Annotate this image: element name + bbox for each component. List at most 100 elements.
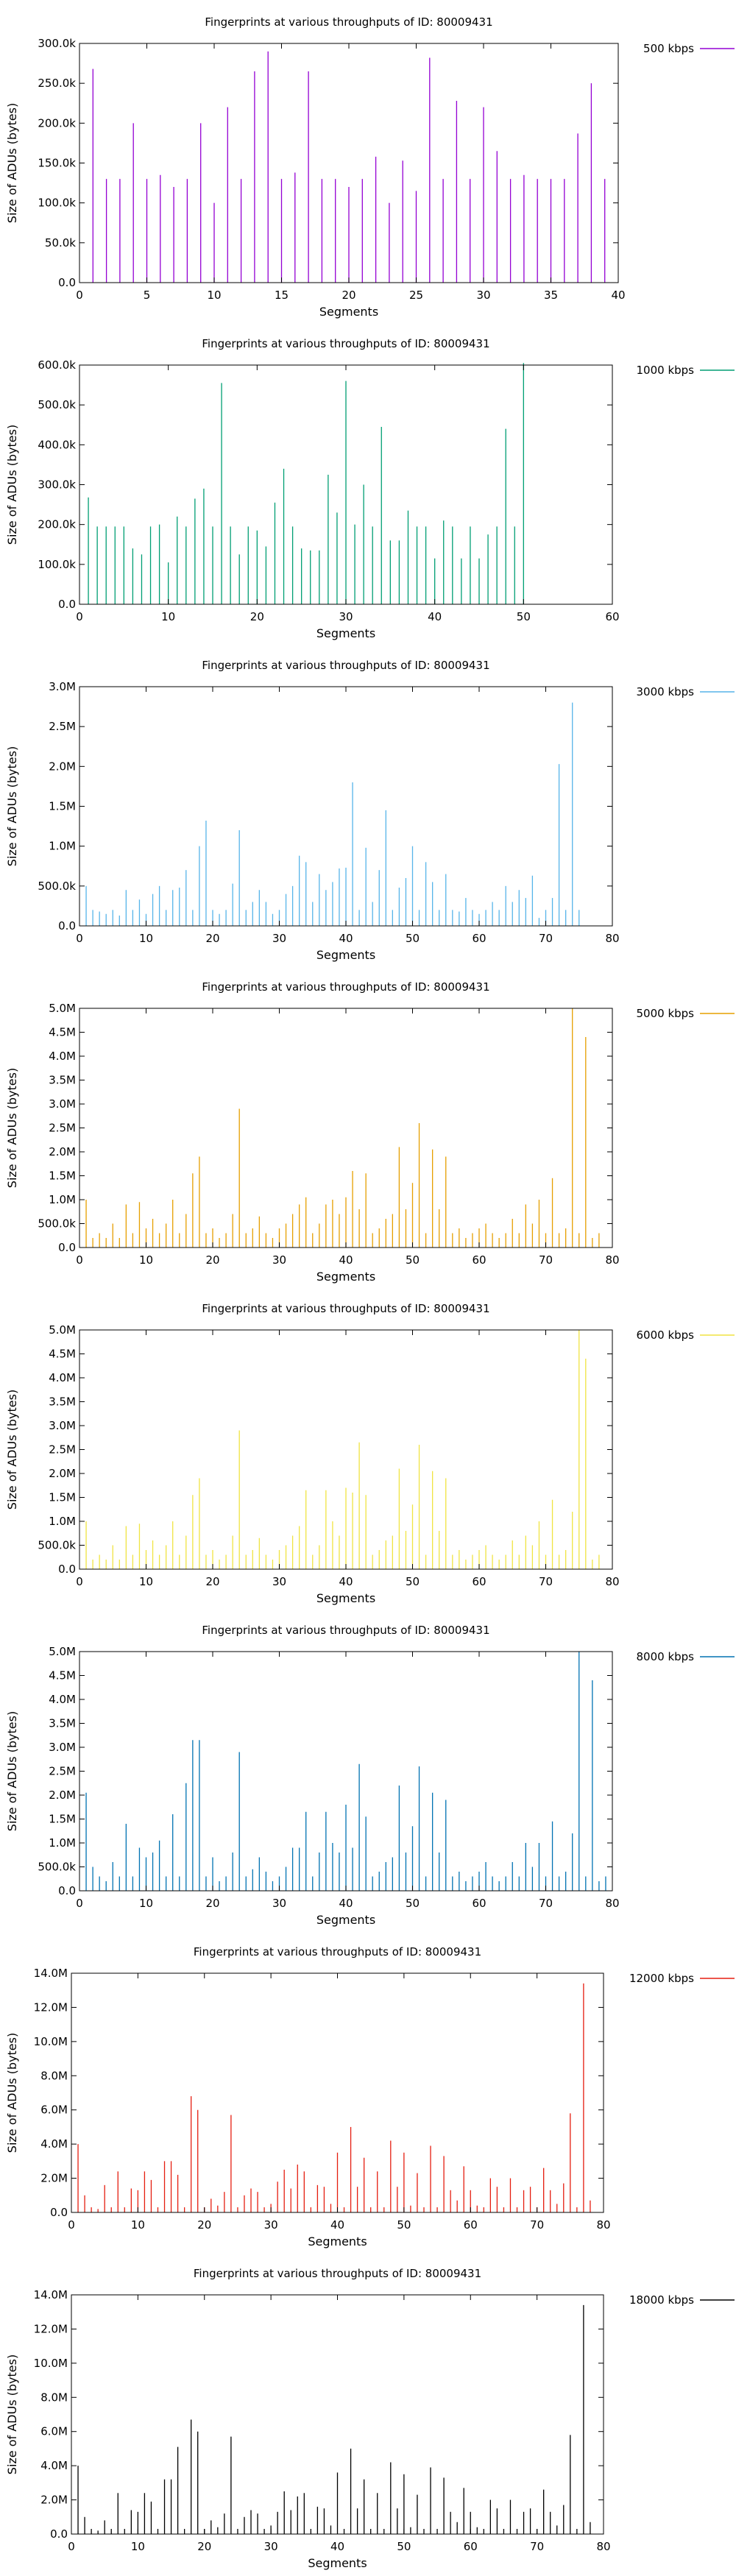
x-tick-label: 0 [76, 1575, 83, 1588]
legend-entry: 18000 kbps [629, 2293, 694, 2307]
y-tick-label: 500.0k [38, 1539, 76, 1552]
y-axis-label: Size of ADUs (bytes) [5, 1068, 19, 1188]
x-axis-label: Segments [316, 1913, 375, 1927]
y-tick-label: 50.0k [45, 236, 76, 250]
chart-svg: Fingerprints at various throughputs of I… [5, 1945, 735, 2248]
y-tick-label: 5.0M [49, 1002, 76, 1015]
x-tick-label: 10 [139, 1253, 153, 1267]
y-tick-label: 100.0k [38, 197, 76, 210]
y-axis-label: Size of ADUs (bytes) [5, 425, 19, 545]
x-tick-label: 70 [539, 1253, 553, 1267]
y-tick-label: 0.0 [58, 598, 76, 611]
x-tick-label: 10 [139, 932, 153, 945]
x-tick-label: 40 [339, 932, 353, 945]
x-tick-label: 60 [464, 2218, 478, 2232]
y-tick-label: 0.0 [58, 919, 76, 933]
x-tick-label: 10 [207, 289, 221, 302]
x-tick-label: 10 [139, 1575, 153, 1588]
x-tick-label: 0 [76, 1897, 83, 1910]
x-axis-label: Segments [308, 2234, 367, 2248]
x-tick-label: 20 [197, 2218, 211, 2232]
x-tick-label: 30 [264, 2218, 278, 2232]
x-tick-label: 60 [472, 1253, 486, 1267]
x-tick-label: 80 [605, 1253, 619, 1267]
chart-title: Fingerprints at various throughputs of I… [194, 1945, 481, 1958]
chart-title: Fingerprints at various throughputs of I… [202, 980, 489, 994]
x-tick-label: 35 [544, 289, 558, 302]
y-axis-label: Size of ADUs (bytes) [5, 2354, 19, 2474]
x-tick-label: 50 [406, 932, 420, 945]
y-tick-label: 0.0 [58, 1241, 76, 1254]
y-tick-label: 3.0M [49, 1419, 76, 1432]
chart-panel: Fingerprints at various throughputs of I… [0, 643, 736, 965]
chart-svg: Fingerprints at various throughputs of I… [5, 15, 735, 319]
y-tick-label: 2.0M [40, 2494, 68, 2507]
x-tick-label: 30 [339, 610, 353, 623]
y-tick-label: 2.5M [49, 1765, 76, 1778]
y-tick-label: 4.0M [49, 1371, 76, 1384]
y-tick-label: 4.5M [49, 1669, 76, 1682]
x-tick-label: 0 [68, 2540, 75, 2553]
x-tick-label: 20 [205, 1897, 219, 1910]
x-tick-label: 30 [272, 1575, 286, 1588]
y-tick-label: 2.0M [49, 1145, 76, 1158]
chart-panel: Fingerprints at various throughputs of I… [0, 2251, 736, 2573]
x-tick-label: 20 [342, 289, 355, 302]
y-tick-label: 1.0M [49, 840, 76, 853]
x-tick-label: 30 [264, 2540, 278, 2553]
x-tick-label: 50 [397, 2218, 411, 2232]
x-tick-label: 40 [428, 610, 442, 623]
x-tick-label: 20 [205, 1575, 219, 1588]
y-tick-label: 14.0M [34, 2288, 68, 2301]
y-tick-label: 500.0k [38, 1217, 76, 1231]
y-tick-label: 1.0M [49, 1515, 76, 1528]
y-tick-label: 150.0k [38, 157, 76, 170]
x-tick-label: 70 [530, 2540, 544, 2553]
x-tick-label: 0 [68, 2218, 75, 2232]
y-axis-label: Size of ADUs (bytes) [5, 1390, 19, 1510]
legend-entry: 8000 kbps [637, 1650, 695, 1663]
chart-panel: Fingerprints at various throughputs of I… [0, 965, 736, 1287]
chart-panel: Fingerprints at various throughputs of I… [0, 1287, 736, 1608]
x-tick-label: 80 [596, 2540, 610, 2553]
y-tick-label: 8.0M [40, 2391, 68, 2404]
y-tick-label: 300.0k [38, 37, 76, 50]
x-tick-label: 20 [250, 610, 264, 623]
y-tick-label: 5.0M [49, 1323, 76, 1337]
x-axis-label: Segments [316, 626, 375, 640]
x-tick-label: 20 [197, 2540, 211, 2553]
chart-title: Fingerprints at various throughputs of I… [202, 659, 489, 672]
x-tick-label: 40 [339, 1897, 353, 1910]
y-tick-label: 3.5M [49, 1717, 76, 1730]
legend-entry: 3000 kbps [637, 685, 695, 698]
x-tick-label: 10 [161, 610, 175, 623]
chart-title: Fingerprints at various throughputs of I… [202, 1624, 489, 1637]
x-tick-label: 15 [275, 289, 289, 302]
y-tick-label: 0.0 [58, 1563, 76, 1576]
x-tick-label: 0 [76, 289, 83, 302]
y-tick-label: 0.0 [50, 2206, 68, 2219]
x-tick-label: 80 [596, 2218, 610, 2232]
chart-svg: Fingerprints at various throughputs of I… [5, 980, 735, 1284]
y-tick-label: 0.0 [58, 1884, 76, 1897]
y-tick-label: 2.0M [40, 2172, 68, 2185]
x-tick-label: 50 [406, 1575, 420, 1588]
y-tick-label: 1.5M [49, 800, 76, 813]
x-tick-label: 60 [472, 1897, 486, 1910]
y-tick-label: 500.0k [38, 880, 76, 893]
y-tick-label: 1.0M [49, 1836, 76, 1850]
x-tick-label: 50 [406, 1253, 420, 1267]
y-tick-label: 12.0M [34, 2322, 68, 2335]
y-tick-label: 4.0M [49, 1693, 76, 1706]
legend-entry: 1000 kbps [637, 364, 695, 377]
y-tick-label: 5.0M [49, 1645, 76, 1658]
y-tick-label: 200.0k [38, 116, 76, 130]
x-tick-label: 70 [539, 1575, 553, 1588]
x-tick-label: 40 [330, 2218, 344, 2232]
y-tick-label: 12.0M [34, 2000, 68, 2014]
y-tick-label: 4.0M [40, 2137, 68, 2151]
x-axis-label: Segments [319, 305, 378, 319]
x-tick-label: 40 [611, 289, 625, 302]
x-tick-label: 30 [272, 1897, 286, 1910]
